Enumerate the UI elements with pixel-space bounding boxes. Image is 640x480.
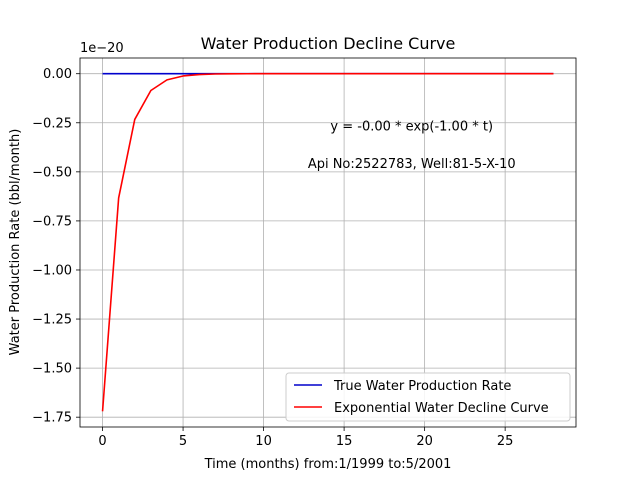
- decline-curve-line: [101, 72, 554, 412]
- legend-label-true-rate: True Water Production Rate: [333, 379, 511, 394]
- legend-label-decline-curve: Exponential Water Decline Curve: [334, 401, 549, 416]
- y-tick-label: −0.50: [32, 165, 72, 180]
- y-axis-label: Water Production Rate (bbl/month): [8, 129, 23, 356]
- chart-title: Water Production Decline Curve: [201, 34, 456, 53]
- x-axis: 0 5 10 15 20 25: [98, 427, 513, 449]
- legend: True Water Production Rate Exponential W…: [285, 372, 571, 422]
- y-tick-label: 0.00: [43, 67, 72, 82]
- well-annotation: Api No:2522783, Well:81-5-X-10: [308, 157, 516, 172]
- plot-frame: [79, 57, 577, 428]
- x-axis-label: Time (months) from:1/1999 to:5/2001: [204, 457, 452, 472]
- y-tick-label: −1.50: [32, 362, 72, 377]
- y-axis: 0.00 −0.25 −0.50 −0.75 −1.00 −1.25 −1.50 −1.75: [32, 67, 80, 426]
- y-tick-label: −1.75: [32, 411, 72, 426]
- x-tick-label: 20: [416, 434, 433, 449]
- y-tick-label: −1.00: [32, 263, 72, 278]
- equation-annotation: y = -0.00 * exp(-1.00 * t): [330, 120, 493, 135]
- y-tick-label: −1.25: [32, 313, 72, 328]
- legend-box: [285, 372, 571, 422]
- annotations: y = -0.00 * exp(-1.00 * t) Api No:252278…: [308, 120, 516, 172]
- y-tick-label: −0.25: [32, 116, 72, 131]
- series-layer: [101, 72, 554, 412]
- x-tick-label: 15: [336, 434, 353, 449]
- x-tick-label: 0: [98, 434, 106, 449]
- y-offset-label: 1e−20: [80, 41, 124, 56]
- x-tick-label: 5: [179, 434, 187, 449]
- y-tick-label: −0.75: [32, 214, 72, 229]
- x-tick-label: 10: [255, 434, 272, 449]
- x-tick-label: 25: [497, 434, 514, 449]
